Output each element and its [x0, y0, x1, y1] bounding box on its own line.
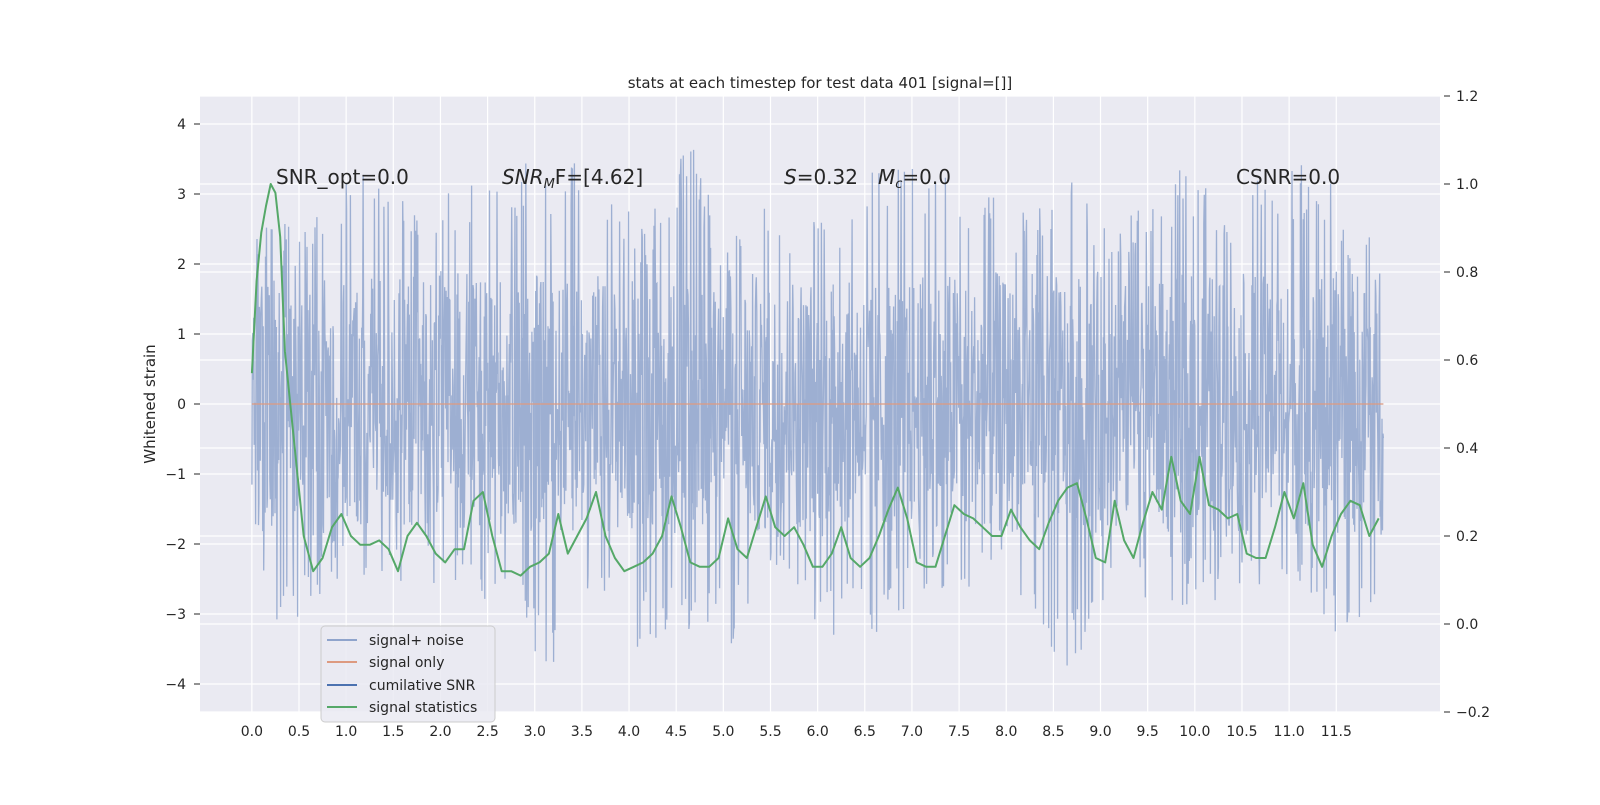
x-tick-label: 2.0 [429, 724, 451, 740]
y-tick-label: −1 [165, 467, 186, 483]
y2-tick-label: 1.2 [1456, 89, 1478, 105]
legend-label-signal-statistics: signal statistics [369, 700, 477, 716]
y2-tick-label: 0.6 [1456, 353, 1478, 369]
legend-label-cumilative-snr: cumilative SNR [369, 678, 476, 694]
csnr-annotation: CSNR=0.0 [1236, 165, 1340, 189]
legend-item-cumilative-snr: cumilative SNR [327, 678, 476, 694]
legend-label-signal-noise: signal+ noise [369, 633, 464, 649]
x-tick-label: 7.0 [901, 724, 923, 740]
legend-item-signal-noise: signal+ noise [327, 633, 464, 649]
signal-noise-line [251, 149, 1385, 666]
y2-tick-label: 1.0 [1456, 177, 1478, 193]
snr-mf-sub: M [544, 177, 555, 192]
x-tick-label: 6.0 [807, 724, 829, 740]
y-axis-label: Whitened strain [141, 344, 159, 463]
y-tick-label: 4 [177, 117, 186, 133]
snr-mf-rest: F=[4.62] [555, 165, 643, 189]
legend-item-signal-only: signal only [327, 655, 444, 671]
x-tick-label: 9.5 [1137, 724, 1159, 740]
chart-title: stats at each timestep for test data 401… [628, 74, 1013, 92]
mc-value: =0.0 [902, 165, 951, 189]
x-tick-label: 9.0 [1089, 724, 1111, 740]
signal-statistics-series [250, 183, 1380, 577]
mc-annotation: Mc=0.0 [878, 165, 951, 192]
legend-label-signal-only: signal only [369, 655, 444, 671]
s-value: =0.32 [797, 165, 858, 189]
x-tick-label: 11.0 [1274, 724, 1305, 740]
signal-statistics-line [250, 183, 1380, 577]
x-tick-label: 2.5 [476, 724, 498, 740]
x-tick-label: 10.5 [1226, 724, 1257, 740]
y2-tick-label: −0.2 [1456, 705, 1490, 721]
y2-tick-label: 0.2 [1456, 529, 1478, 545]
mc-sub: c [895, 177, 902, 192]
x-tick-label: 4.0 [618, 724, 640, 740]
y-tick-label: −4 [165, 677, 186, 693]
x-tick-label: 8.5 [1042, 724, 1064, 740]
snr-mf-annotation: SNRMF=[4.62] [502, 165, 643, 192]
legend: signal+ noise signal only cumilative SNR… [320, 625, 496, 723]
y-tick-label: 3 [177, 187, 186, 203]
mc-symbol: M [878, 165, 895, 189]
signal-noise-series [251, 149, 1385, 666]
x-tick-label: 5.0 [712, 724, 734, 740]
y-tick-label: 1 [177, 327, 186, 343]
x-tick-label: 3.0 [524, 724, 546, 740]
x-tick-label: 6.5 [854, 724, 876, 740]
legend-box [320, 625, 496, 723]
legend-item-signal-statistics: signal statistics [327, 700, 477, 716]
s-symbol: S [784, 165, 797, 189]
x-tick-label: 3.5 [571, 724, 593, 740]
x-tick-label: 7.5 [948, 724, 970, 740]
x-tick-label: 4.5 [665, 724, 687, 740]
y-axis-right: 1.2 1.0 0.8 0.6 0.4 0.2 0.0 −0.2 [1444, 89, 1490, 721]
y-tick-label: 2 [177, 257, 186, 273]
annotations: SNR_opt=0.0 SNRMF=[4.62] S=0.32 Mc=0.0 C… [276, 165, 1340, 192]
x-tick-label: 8.0 [995, 724, 1017, 740]
y2-tick-label: 0.8 [1456, 265, 1478, 281]
x-tick-label: 0.5 [288, 724, 310, 740]
y2-tick-label: 0.4 [1456, 441, 1478, 457]
y-tick-label: 0 [177, 397, 186, 413]
x-axis: 0.0 0.5 1.0 1.5 2.0 2.5 3.0 3.5 4.0 4.5 5.0 5.5 6.0 6… [241, 724, 1352, 740]
y-tick-label: −3 [165, 607, 186, 623]
x-tick-label: 1.5 [382, 724, 404, 740]
y-tick-label: −2 [165, 537, 186, 553]
x-tick-label: 0.0 [241, 724, 263, 740]
snr-mf-base: SNR [502, 165, 544, 189]
x-tick-label: 1.0 [335, 724, 357, 740]
snr-opt-annotation: SNR_opt=0.0 [276, 165, 409, 189]
s-annotation: S=0.32 [784, 165, 858, 189]
x-tick-label: 5.5 [759, 724, 781, 740]
y-axis-left: 4 3 2 1 0 −1 −2 −3 −4 [165, 117, 200, 693]
y2-tick-label: 0.0 [1456, 617, 1478, 633]
x-tick-label: 11.5 [1321, 724, 1352, 740]
x-tick-label: 10.0 [1179, 724, 1210, 740]
